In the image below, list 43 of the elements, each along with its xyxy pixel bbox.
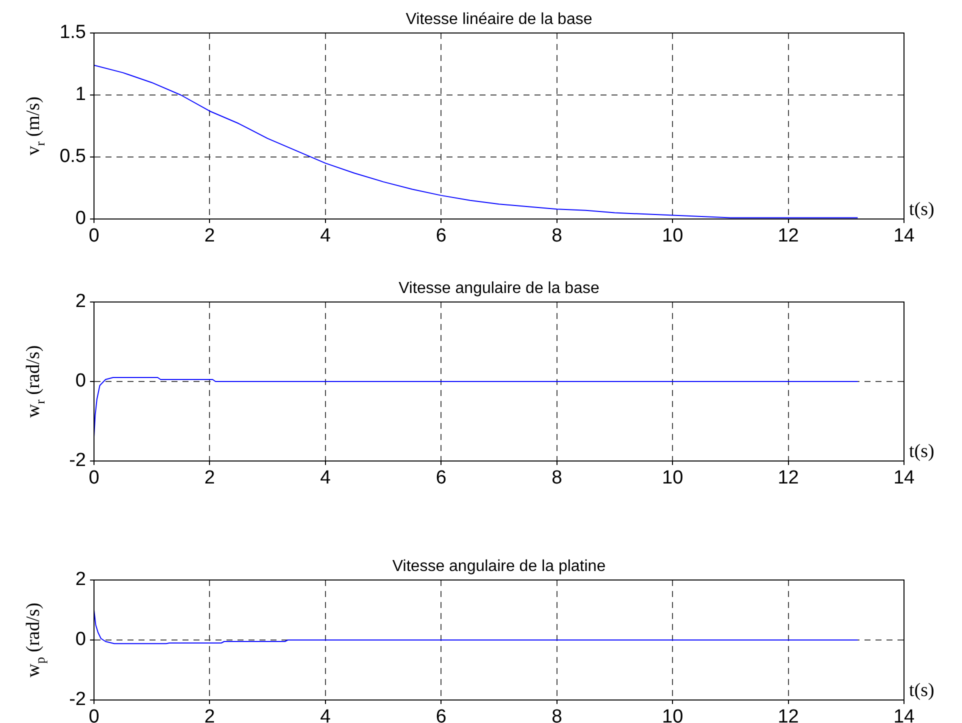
x-tick-label: 2 <box>204 226 216 247</box>
x-tick-label: 2 <box>204 706 216 723</box>
x-tick-label: 4 <box>320 468 332 489</box>
x-tick-label: 12 <box>778 226 799 247</box>
x-tick-label: 4 <box>320 226 332 247</box>
x-tick-label: 14 <box>893 226 915 247</box>
y-tick-label: 1 <box>75 84 86 106</box>
chart-title: Vitesse angulaire de la platine <box>392 558 606 575</box>
x-tick-label: 6 <box>436 226 446 247</box>
x-axis-title: t(s) <box>909 680 934 701</box>
y-tick-label: 2 <box>75 291 86 312</box>
x-tick-label: 8 <box>552 468 562 489</box>
x-tick-label: 10 <box>662 706 684 723</box>
y-tick-label: 2 <box>75 569 86 590</box>
x-tick-label: 6 <box>436 468 446 489</box>
x-tick-label: 10 <box>662 226 684 247</box>
x-tick-label: 14 <box>893 706 915 723</box>
x-tick-label: 0 <box>88 226 100 247</box>
y-tick-label: 0 <box>75 370 86 392</box>
x-tick-label: 8 <box>552 226 562 247</box>
y-tick-label: 1.5 <box>60 22 86 44</box>
y-tick-label: 0.5 <box>60 146 86 168</box>
x-tick-label: 6 <box>436 706 446 723</box>
y-tick-label: 0 <box>75 208 86 230</box>
x-tick-label: 8 <box>552 706 562 723</box>
x-tick-label: 12 <box>778 706 799 723</box>
chart-title: Vitesse angulaire de la base <box>398 280 600 297</box>
x-axis-title: t(s) <box>909 199 934 220</box>
x-tick-label: 4 <box>320 706 332 723</box>
chart-title: Vitesse linéaire de la base <box>406 11 592 28</box>
x-tick-label: 10 <box>662 468 684 489</box>
x-tick-label: 12 <box>778 468 799 489</box>
y-tick-label: -2 <box>69 689 86 710</box>
x-tick-label: 14 <box>893 468 915 489</box>
y-tick-label: -2 <box>69 450 86 472</box>
x-tick-label: 0 <box>88 468 100 489</box>
y-axis-title: wr (rad/s) <box>23 345 48 418</box>
x-tick-label: 0 <box>88 706 100 723</box>
x-tick-label: 2 <box>204 468 216 489</box>
y-tick-label: 0 <box>75 629 86 650</box>
y-axis-title: wp (rad/s) <box>23 602 48 678</box>
y-axis-title: vr (m/s) <box>23 96 48 156</box>
x-axis-title: t(s) <box>909 441 934 462</box>
